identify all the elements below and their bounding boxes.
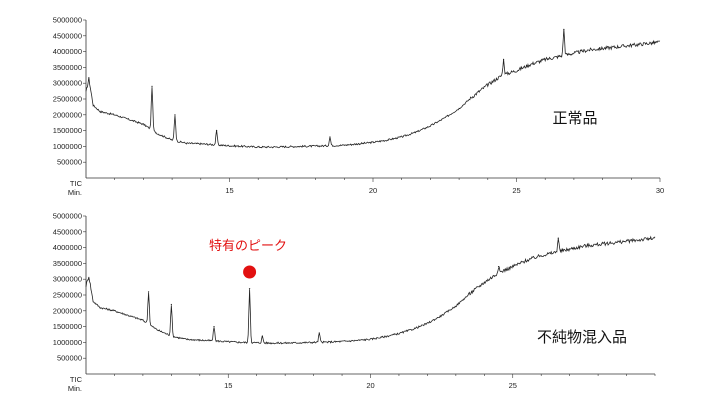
y-tick-label: 2500000 <box>53 95 82 104</box>
y-tick-label: 2500000 <box>53 291 82 300</box>
sample-label-contaminated: 不純物混入品 <box>537 328 627 346</box>
y-tick-label: 1000000 <box>53 338 82 347</box>
peak-point <box>213 326 215 328</box>
peak-point <box>261 335 263 337</box>
y-tick-label: 1500000 <box>53 126 82 135</box>
peak-point <box>318 332 320 334</box>
y-tick-label: 2000000 <box>53 306 82 315</box>
peak-point <box>215 130 218 132</box>
x-tick-label: 25 <box>509 381 517 390</box>
x-tick-label: 20 <box>366 381 374 390</box>
y-tick-label: 3000000 <box>53 275 82 284</box>
y-tick-label: 5000000 <box>53 212 82 221</box>
y-tick-label: 5000000 <box>53 16 82 25</box>
series-line <box>85 235 656 345</box>
x-axis-label: Min. <box>68 384 82 393</box>
y-tick-label: 3500000 <box>53 259 82 268</box>
peak-point <box>174 114 176 116</box>
x-tick-label: 15 <box>225 186 233 195</box>
characteristic-peak-label: 特有のピーク <box>209 239 287 254</box>
peak-point <box>329 136 331 138</box>
y-axis-label: TIC <box>70 375 83 384</box>
y-tick-label: 2000000 <box>53 110 82 119</box>
y-tick-label: 3000000 <box>53 79 82 88</box>
peak-point <box>502 58 505 61</box>
sample-label-normal: 正常品 <box>552 109 597 127</box>
y-axis-label: TIC <box>70 179 83 188</box>
peak-point <box>497 265 500 268</box>
y-tick-label: 500000 <box>57 354 82 363</box>
x-tick-label: 20 <box>369 186 377 195</box>
x-tick-label: 15 <box>224 381 232 390</box>
peak-point <box>557 237 559 239</box>
y-tick-label: 4500000 <box>53 227 82 236</box>
x-tick-label: 25 <box>512 186 520 195</box>
y-tick-label: 1000000 <box>53 142 82 151</box>
y-tick-label: 4000000 <box>53 243 82 252</box>
x-axis-label: Min. <box>68 188 82 197</box>
chart-panel-contaminated: 不純物混入品 特有のピーク 500000 1000000 1500000 200000… <box>53 212 656 393</box>
characteristic-peak-marker <box>243 265 257 279</box>
peak-point <box>147 291 150 293</box>
y-tick-label: 500000 <box>57 158 82 167</box>
series-line <box>85 28 661 149</box>
peak-point <box>170 303 172 306</box>
x-tick-label: 30 <box>656 186 664 195</box>
peak-point <box>248 288 251 290</box>
y-tick-label: 3500000 <box>53 63 82 72</box>
y-tick-label: 1500000 <box>53 322 82 331</box>
peak-point <box>563 28 565 31</box>
y-tick-label: 4500000 <box>53 31 82 40</box>
chart-panel-normal: 正常品 500000 1000000 1500000 2000000 2500000 30… <box>53 16 664 198</box>
y-tick-label: 4000000 <box>53 47 82 56</box>
peak-point <box>151 85 153 87</box>
